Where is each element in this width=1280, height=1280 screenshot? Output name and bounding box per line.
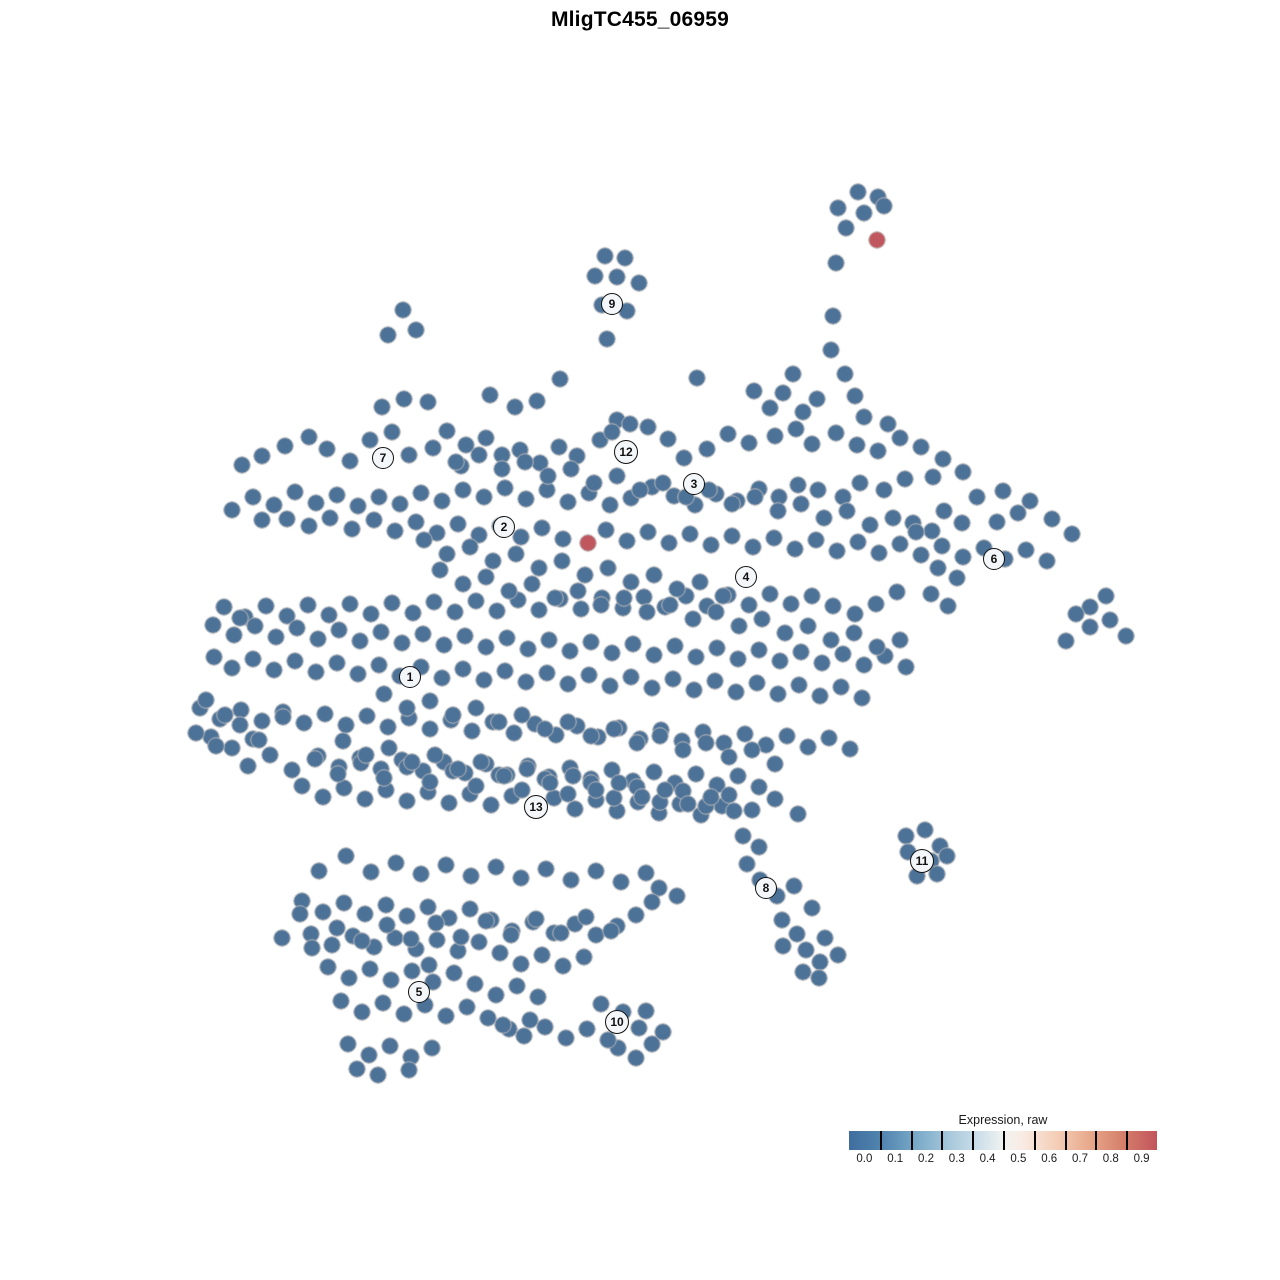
cluster-label-13[interactable]: 13 xyxy=(524,795,548,819)
colorbar-label-0.0: 0.0 xyxy=(856,1153,873,1165)
colorbar-bar-wrap xyxy=(849,1131,1157,1150)
cluster-label-5[interactable]: 5 xyxy=(408,981,430,1003)
colorbar-label-0.7: 0.7 xyxy=(1072,1153,1088,1165)
colorbar-label-0.8: 0.8 xyxy=(1102,1153,1119,1165)
colorbar-label-0.5: 0.5 xyxy=(1010,1153,1027,1165)
cluster-label-7[interactable]: 7 xyxy=(372,447,394,469)
cluster-label-4[interactable]: 4 xyxy=(735,566,757,588)
colorbar-label-0.2: 0.2 xyxy=(918,1153,934,1165)
cluster-label-9[interactable]: 9 xyxy=(601,293,623,315)
cluster-label-8[interactable]: 8 xyxy=(755,877,777,899)
cluster-label-12[interactable]: 12 xyxy=(614,440,638,464)
colorbar-label-0.6: 0.6 xyxy=(1041,1153,1058,1165)
colorbar-gradient xyxy=(849,1131,1157,1150)
cluster-label-1[interactable]: 1 xyxy=(399,666,421,688)
colorbar-label-0.9: 0.9 xyxy=(1133,1153,1150,1165)
cluster-label-2[interactable]: 2 xyxy=(493,516,515,538)
colorbar-tick-labels: 0.0 0.1 0.2 0.3 0.4 0.5 0.6 0.7 0.8 0.9 xyxy=(849,1153,1157,1171)
colorbar-label-0.1: 0.1 xyxy=(887,1153,904,1165)
colorbar-legend: Expression, raw 0.0 0.1 0.2 0.3 0.4 0.5 0.6 0.7… xyxy=(849,1113,1157,1171)
cluster-label-3[interactable]: 3 xyxy=(683,473,705,495)
colorbar-title: Expression, raw xyxy=(958,1113,1048,1127)
cluster-label-11[interactable]: 11 xyxy=(910,849,934,873)
colorbar-label-0.4: 0.4 xyxy=(979,1153,996,1165)
colorbar-label-0.3: 0.3 xyxy=(948,1153,965,1165)
cluster-label-10[interactable]: 10 xyxy=(605,1010,629,1034)
cluster-label-6[interactable]: 6 xyxy=(983,548,1005,570)
